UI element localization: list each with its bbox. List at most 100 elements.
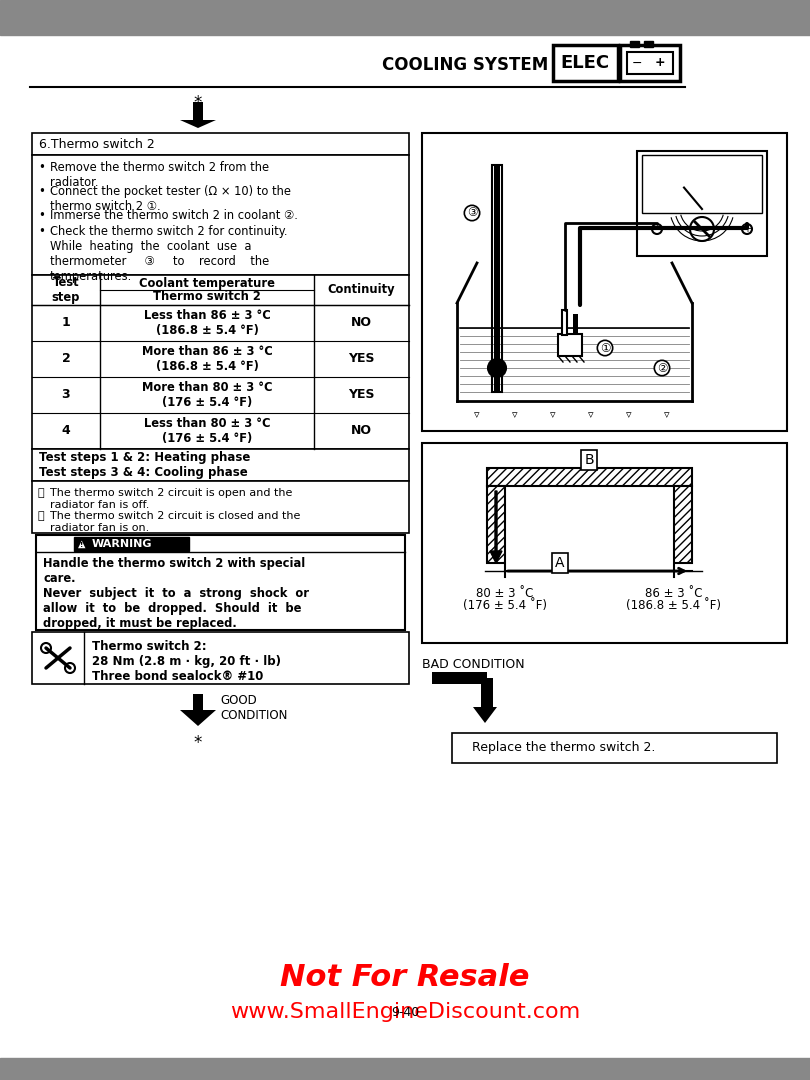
- Text: Connect the pocket tester (Ω × 10) to the
thermo switch 2 ①.: Connect the pocket tester (Ω × 10) to th…: [50, 185, 291, 213]
- Text: More than 80 ± 3 °C
(176 ± 5.4 °F): More than 80 ± 3 °C (176 ± 5.4 °F): [142, 381, 272, 409]
- Text: *: *: [194, 94, 202, 112]
- Circle shape: [652, 224, 662, 234]
- Text: BAD CONDITION: BAD CONDITION: [422, 658, 525, 671]
- Text: Coolant temperature: Coolant temperature: [139, 276, 275, 289]
- Bar: [620, 45, 680, 81]
- Bar: [32, 133, 409, 156]
- Bar: [494, 165, 500, 392]
- Bar: [553, 45, 618, 81]
- Text: −: −: [653, 224, 661, 234]
- Text: Test
step: Test step: [52, 276, 80, 303]
- Text: (176 ± 5.4 ˚F): (176 ± 5.4 ˚F): [463, 599, 547, 612]
- Bar: [0, 0, 810, 35]
- Text: ▿: ▿: [550, 410, 556, 420]
- Text: ①: ①: [599, 341, 610, 354]
- Bar: [487, 468, 692, 486]
- Text: 3: 3: [62, 389, 70, 402]
- Bar: [573, 314, 578, 335]
- Text: 86 ± 3 ˚C: 86 ± 3 ˚C: [646, 588, 703, 600]
- Bar: [452, 733, 777, 762]
- Text: Check the thermo switch 2 for continuity.
While  heating  the  coolant  use  a
t: Check the thermo switch 2 for continuity…: [50, 225, 288, 283]
- Bar: [627, 52, 673, 75]
- Text: •: •: [38, 210, 45, 222]
- Bar: [422, 443, 787, 643]
- Bar: [32, 275, 409, 449]
- Text: Immerse the thermo switch 2 in coolant ②.: Immerse the thermo switch 2 in coolant ②…: [50, 210, 298, 222]
- Text: YES: YES: [347, 352, 374, 365]
- Bar: [193, 102, 203, 120]
- Text: ▿: ▿: [588, 410, 594, 420]
- Text: The thermo switch 2 circuit is open and the
radiator fan is off.: The thermo switch 2 circuit is open and …: [50, 488, 292, 510]
- Text: −: −: [632, 56, 642, 69]
- FancyArrow shape: [490, 491, 502, 563]
- Text: NO: NO: [351, 424, 372, 437]
- Bar: [193, 694, 203, 710]
- Bar: [36, 535, 405, 630]
- Bar: [562, 310, 567, 335]
- Bar: [32, 449, 409, 481]
- Text: NO: NO: [351, 316, 372, 329]
- Bar: [492, 165, 502, 392]
- Text: Thermo switch 2: Thermo switch 2: [153, 291, 261, 303]
- Text: Handle the thermo switch 2 with special
care.
Never  subject  it  to  a  strong : Handle the thermo switch 2 with special …: [43, 557, 309, 630]
- Text: YES: YES: [347, 389, 374, 402]
- Text: More than 86 ± 3 °C
(186.8 ± 5.4 °F): More than 86 ± 3 °C (186.8 ± 5.4 °F): [142, 345, 272, 373]
- Text: ▿: ▿: [512, 410, 518, 420]
- Text: !: !: [80, 542, 83, 548]
- Text: B: B: [584, 453, 594, 467]
- Text: *: *: [194, 734, 202, 752]
- Bar: [644, 41, 653, 48]
- Circle shape: [742, 224, 752, 234]
- Text: www.SmallEngineDiscount.com: www.SmallEngineDiscount.com: [230, 1002, 580, 1022]
- Polygon shape: [473, 707, 497, 723]
- Bar: [32, 481, 409, 534]
- Text: Not For Resale: Not For Resale: [280, 963, 530, 993]
- Bar: [422, 133, 787, 431]
- Text: •: •: [38, 161, 45, 174]
- Text: 9-40: 9-40: [391, 1005, 419, 1018]
- Circle shape: [690, 217, 714, 241]
- Text: COOLING SYSTEM: COOLING SYSTEM: [382, 56, 548, 75]
- Bar: [630, 41, 639, 48]
- Text: ▿: ▿: [474, 410, 480, 420]
- Text: Replace the thermo switch 2.: Replace the thermo switch 2.: [472, 742, 655, 755]
- Text: Less than 80 ± 3 °C
(176 ± 5.4 °F): Less than 80 ± 3 °C (176 ± 5.4 °F): [143, 417, 271, 445]
- Bar: [432, 672, 487, 684]
- Bar: [487, 486, 505, 563]
- Text: WARNING: WARNING: [92, 539, 152, 549]
- Text: +: +: [654, 55, 665, 68]
- Text: Continuity: Continuity: [327, 283, 394, 297]
- Polygon shape: [180, 710, 216, 726]
- Text: Ⓑ: Ⓑ: [37, 511, 44, 521]
- Text: 1: 1: [62, 316, 70, 329]
- Text: Remove the thermo switch 2 from the
radiator.: Remove the thermo switch 2 from the radi…: [50, 161, 269, 189]
- Bar: [558, 334, 582, 356]
- Bar: [637, 151, 767, 256]
- Circle shape: [488, 359, 506, 377]
- Text: The thermo switch 2 circuit is closed and the
radiator fan is on.: The thermo switch 2 circuit is closed an…: [50, 511, 301, 532]
- Text: •: •: [38, 225, 45, 238]
- Text: Ⓐ: Ⓐ: [37, 488, 44, 498]
- Polygon shape: [180, 120, 216, 129]
- Bar: [74, 537, 189, 551]
- Text: 6.Thermo switch 2: 6.Thermo switch 2: [39, 137, 155, 150]
- Text: ③: ③: [467, 206, 477, 219]
- Text: GOOD
CONDITION: GOOD CONDITION: [220, 694, 288, 723]
- Text: ▿: ▿: [626, 410, 632, 420]
- Bar: [642, 156, 762, 213]
- Text: ▿: ▿: [664, 410, 670, 420]
- Text: •: •: [38, 185, 45, 198]
- Text: ELEC: ELEC: [561, 54, 610, 72]
- Bar: [481, 678, 493, 708]
- Text: Less than 86 ± 3 °C
(186.8 ± 5.4 °F): Less than 86 ± 3 °C (186.8 ± 5.4 °F): [143, 309, 271, 337]
- Text: A: A: [555, 556, 565, 570]
- Text: ②: ②: [657, 362, 667, 375]
- Bar: [0, 1058, 810, 1080]
- Text: 2: 2: [62, 352, 70, 365]
- Text: 80 ± 3 ˚C: 80 ± 3 ˚C: [476, 588, 534, 600]
- Text: 4: 4: [62, 424, 70, 437]
- Text: (186.8 ± 5.4 ˚F): (186.8 ± 5.4 ˚F): [626, 599, 722, 612]
- Bar: [32, 632, 409, 684]
- Text: Test steps 1 & 2: Heating phase
Test steps 3 & 4: Cooling phase: Test steps 1 & 2: Heating phase Test ste…: [39, 451, 250, 480]
- Text: Thermo switch 2:
28 Nm (2.8 m · kg, 20 ft · lb)
Three bond sealock® #10: Thermo switch 2: 28 Nm (2.8 m · kg, 20 f…: [92, 640, 281, 683]
